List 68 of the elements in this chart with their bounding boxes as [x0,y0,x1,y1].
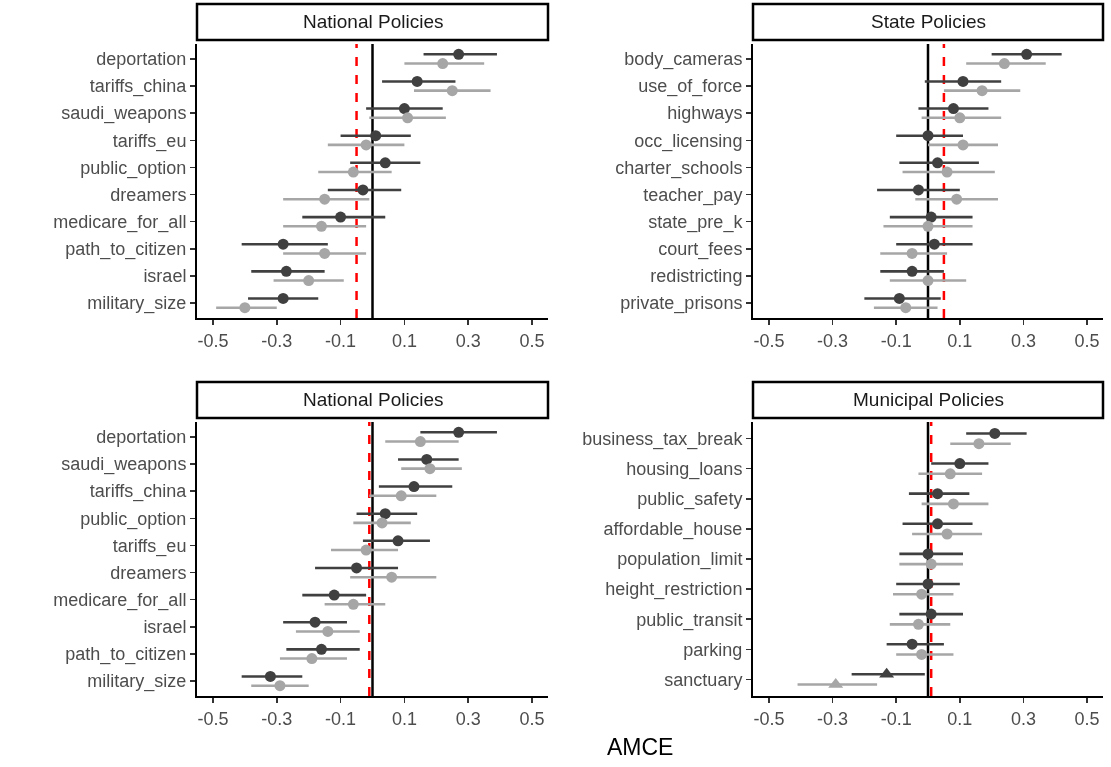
x-tick-label: 0.3 [1010,330,1036,351]
y-tick-label: public_transit [636,609,743,631]
y-tick-label: housing_loans [626,458,743,480]
x-tick-label: 0.5 [1074,708,1100,729]
y-tick-label: tariffs_china [89,481,188,503]
y-tick-label: tariffs_eu [112,130,187,152]
y-tick-label: population_limit [617,549,743,571]
x-tick-label: 0.5 [1074,330,1100,351]
x-tick-label: 0.3 [1010,708,1036,729]
y-tick-label: israel [143,617,187,638]
x-tick-label: 0.1 [391,330,417,351]
y-tick-label: tariffs_eu [112,535,187,557]
y-tick-label: saudi_weapons [61,454,187,476]
y-tick-label: height_restriction [605,579,743,601]
y-tick-label: deportation [96,427,187,448]
y-tick-label: use_of_force [638,76,743,98]
x-tick-label: 0.3 [455,330,481,351]
y-tick-label: deportation [96,49,187,70]
y-tick-label: body_cameras [624,49,743,71]
x-tick-label: -0.1 [325,708,357,729]
x-tick-label: -0.3 [261,708,293,729]
x-tick-label: 0.3 [455,708,481,729]
y-tick-label: dreamers [110,562,187,583]
x-tick-label: -0.3 [817,330,849,351]
chart-title: Municipal Policies [853,389,1005,410]
x-axis-title: AMCE [607,734,674,760]
y-tick-label: tariffs_china [89,76,188,98]
y-tick-label: public_safety [637,489,743,511]
y-tick-label: path_to_citizen [65,239,187,261]
y-tick-label: teacher_pay [643,184,743,206]
y-tick-label: public_option [80,157,187,179]
y-tick-label: highways [667,103,743,124]
y-tick-label: medicare_for_all [53,589,187,611]
x-tick-label: -0.5 [753,708,785,729]
x-tick-label: -0.3 [817,708,849,729]
y-tick-label: dreamers [110,184,187,205]
chart-title: State Policies [871,11,987,32]
x-tick-label: -0.3 [261,330,293,351]
y-tick-label: military_size [87,293,187,315]
y-tick-label: public_option [80,508,187,530]
x-tick-label: -0.1 [880,708,912,729]
x-tick-label: -0.1 [880,330,912,351]
x-tick-label: 0.1 [947,330,973,351]
y-tick-label: saudi_weapons [61,103,187,125]
x-tick-label: 0.1 [391,708,417,729]
y-tick-label: business_tax_break [582,428,744,450]
y-tick-label: path_to_citizen [65,644,187,666]
chart-title: National Policies [303,11,444,32]
y-tick-label: state_pre_k [648,211,744,233]
x-tick-label: 0.1 [947,708,973,729]
y-tick-label: charter_schools [615,157,743,179]
x-tick-label: -0.5 [197,708,229,729]
y-tick-label: affordable_house [603,519,743,541]
y-tick-label: redistricting [650,266,743,287]
y-tick-label: private_prisons [620,293,743,315]
y-tick-label: sanctuary [664,669,743,690]
y-tick-label: court_fees [658,239,743,261]
y-tick-label: parking [683,639,743,660]
y-tick-label: medicare_for_all [53,211,187,233]
x-tick-label: 0.5 [519,708,545,729]
x-tick-label: -0.5 [197,330,229,351]
x-tick-label: -0.1 [325,330,357,351]
y-tick-label: occ_licensing [634,130,743,152]
chart-title: National Policies [303,389,444,410]
y-tick-label: israel [143,266,187,287]
x-tick-label: 0.5 [519,330,545,351]
x-tick-label: -0.5 [753,330,785,351]
y-tick-label: military_size [87,671,187,693]
